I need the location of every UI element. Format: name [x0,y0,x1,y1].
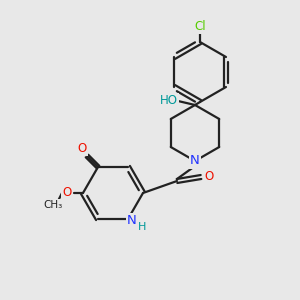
Text: O: O [62,187,72,200]
Text: H: H [138,222,146,232]
Text: O: O [77,142,87,154]
Text: CH₃: CH₃ [44,200,63,210]
Text: O: O [204,170,214,184]
Text: HO: HO [160,94,178,107]
Text: N: N [190,154,200,167]
Text: N: N [127,214,137,227]
Text: Cl: Cl [194,20,206,32]
